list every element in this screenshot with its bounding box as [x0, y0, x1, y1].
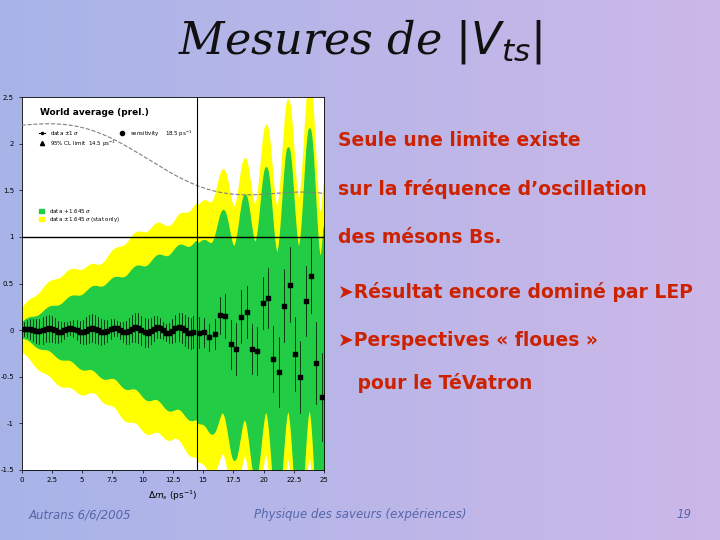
Point [77, 328, 89, 336]
Point [204, 333, 215, 342]
Point [108, 323, 120, 332]
Point [142, 328, 153, 337]
Point [99, 328, 110, 336]
Text: Seule une limite existe: Seule une limite existe [338, 131, 581, 150]
Point [289, 349, 301, 358]
Point [170, 324, 181, 333]
Point [24, 325, 36, 334]
Point [22, 325, 33, 333]
Point [148, 324, 160, 333]
Point [68, 325, 79, 333]
Point [92, 326, 104, 335]
Point [161, 328, 172, 337]
Point [284, 280, 295, 289]
Point [166, 327, 178, 335]
Point [215, 311, 226, 320]
Point [179, 326, 191, 335]
Point [74, 328, 86, 336]
Point [120, 328, 132, 337]
Text: Physique des saveurs (expériences): Physique des saveurs (expériences) [253, 508, 467, 521]
Point [139, 328, 150, 337]
Point [220, 312, 231, 321]
Point [185, 329, 197, 338]
Point [145, 327, 156, 335]
Point [225, 340, 236, 349]
Point [176, 323, 187, 332]
Point [310, 359, 322, 367]
Point [198, 328, 210, 336]
Point [182, 328, 194, 337]
Point [154, 324, 166, 333]
Point [71, 326, 82, 335]
Point [132, 324, 144, 333]
Point [130, 323, 141, 332]
Point [53, 327, 64, 336]
Text: ➤Résultat encore dominé par LEP: ➤Résultat encore dominé par LEP [338, 281, 693, 302]
Point [58, 326, 70, 335]
Point [49, 326, 60, 335]
Point [163, 328, 175, 337]
Point [40, 325, 51, 333]
Point [262, 294, 274, 302]
Point [294, 373, 306, 381]
Point [305, 272, 317, 280]
Point [31, 327, 42, 336]
Point [46, 325, 58, 333]
X-axis label: $\Delta m_s\ (\mathrm{ps}^{-1})$: $\Delta m_s\ (\mathrm{ps}^{-1})$ [148, 489, 197, 503]
Point [252, 347, 264, 356]
Text: des mésons Bs.: des mésons Bs. [338, 228, 502, 247]
Point [55, 327, 67, 336]
Point [80, 326, 91, 335]
Point [89, 325, 101, 333]
Point [96, 328, 107, 336]
Legend: data $+\,1.645\,\sigma$, data $\pm\,1.645\,\sigma$ (stat only): data $+\,1.645\,\sigma$, data $\pm\,1.64… [37, 204, 122, 227]
Point [102, 326, 113, 335]
Point [34, 327, 45, 336]
Point [86, 323, 98, 332]
Point [246, 345, 258, 353]
Point [136, 326, 148, 335]
Point [300, 296, 311, 305]
Point [84, 325, 95, 333]
Point [105, 325, 117, 333]
Point [209, 329, 220, 338]
Point [111, 324, 122, 333]
Text: World average (prel.): World average (prel.) [40, 109, 148, 117]
Point [241, 308, 253, 316]
Point [18, 325, 30, 334]
Point [123, 327, 135, 335]
Point [230, 345, 242, 353]
Text: pour le TéVatron: pour le TéVatron [338, 373, 533, 394]
Point [117, 328, 129, 336]
Text: sur la fréquence d’oscillation: sur la fréquence d’oscillation [338, 179, 647, 199]
Point [235, 313, 247, 321]
Point [27, 326, 39, 335]
Point [316, 393, 328, 401]
Text: ➤Perspectives « floues »: ➤Perspectives « floues » [338, 330, 598, 350]
Point [268, 355, 279, 363]
Text: Mesures de $|V_{ts}|$: Mesures de $|V_{ts}|$ [178, 17, 542, 66]
Point [37, 326, 48, 335]
Text: 19: 19 [676, 508, 691, 521]
Point [193, 328, 204, 337]
Point [127, 325, 138, 333]
Point [173, 323, 184, 332]
Point [151, 323, 163, 332]
Point [188, 327, 199, 336]
Point [43, 324, 55, 333]
Text: Autrans 6/6/2005: Autrans 6/6/2005 [29, 508, 132, 521]
Point [65, 324, 76, 333]
Point [257, 299, 269, 307]
Point [273, 368, 284, 376]
Point [61, 325, 73, 333]
Point [279, 301, 290, 310]
Point [114, 326, 125, 335]
Point [158, 326, 169, 335]
